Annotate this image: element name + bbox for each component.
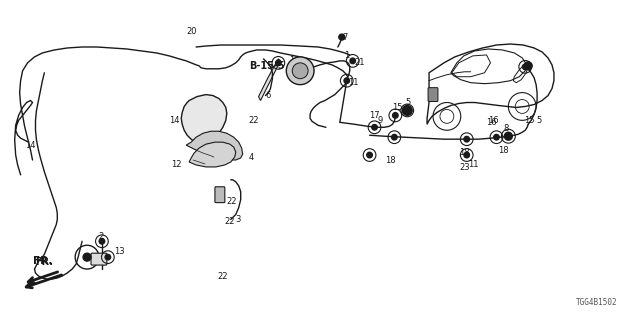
Circle shape [350,58,355,64]
Text: 19: 19 [289,56,300,65]
Text: 17: 17 [369,111,380,120]
Circle shape [464,152,470,158]
Polygon shape [181,95,227,145]
Circle shape [404,108,410,113]
Text: 11: 11 [468,160,478,170]
Text: 18: 18 [459,148,469,156]
Text: 23: 23 [460,164,470,172]
Text: 5: 5 [405,98,410,107]
Text: 16: 16 [486,118,497,127]
Text: 22: 22 [248,116,259,125]
Polygon shape [189,142,236,167]
FancyBboxPatch shape [91,253,107,265]
Text: 16: 16 [488,116,499,125]
FancyBboxPatch shape [428,88,438,101]
Text: 13: 13 [114,247,124,256]
Text: 3: 3 [236,215,241,224]
Circle shape [372,124,378,130]
Text: 9: 9 [378,116,383,125]
Text: 5: 5 [536,116,541,125]
Circle shape [99,238,105,244]
Text: FR.: FR. [35,257,53,267]
Text: 4: 4 [248,153,254,162]
Circle shape [367,152,372,158]
Text: 14: 14 [170,116,180,125]
Circle shape [286,57,314,85]
Circle shape [392,113,398,118]
Text: 18: 18 [385,156,396,164]
Text: 1: 1 [344,52,349,60]
Text: 2: 2 [98,232,103,241]
Circle shape [392,134,397,140]
Text: 11: 11 [348,78,358,87]
Text: 14: 14 [26,140,36,150]
Circle shape [504,132,512,140]
Polygon shape [186,131,243,160]
Text: FR.: FR. [33,256,52,266]
Text: 22: 22 [217,272,227,282]
Circle shape [339,34,345,40]
Circle shape [524,62,532,70]
Text: 22: 22 [227,197,237,206]
Circle shape [105,254,111,260]
Circle shape [522,64,528,69]
Circle shape [292,63,308,79]
Text: B-15-5: B-15-5 [248,61,284,71]
Text: 15: 15 [524,116,534,125]
Text: 12: 12 [172,160,182,170]
Circle shape [493,134,499,140]
Text: 15: 15 [392,103,403,112]
Text: 21: 21 [355,58,365,67]
Text: TGG4B1502: TGG4B1502 [576,298,618,307]
Circle shape [276,60,281,66]
Text: 20: 20 [186,27,196,36]
Text: 6: 6 [266,91,271,100]
Circle shape [344,78,349,84]
Circle shape [403,106,412,116]
Circle shape [464,136,470,142]
Text: 8: 8 [504,124,509,133]
Text: 18: 18 [499,146,509,155]
FancyBboxPatch shape [215,187,225,203]
Text: 7: 7 [342,33,347,42]
Text: 22: 22 [225,217,236,226]
Circle shape [83,253,91,261]
Polygon shape [259,59,280,100]
